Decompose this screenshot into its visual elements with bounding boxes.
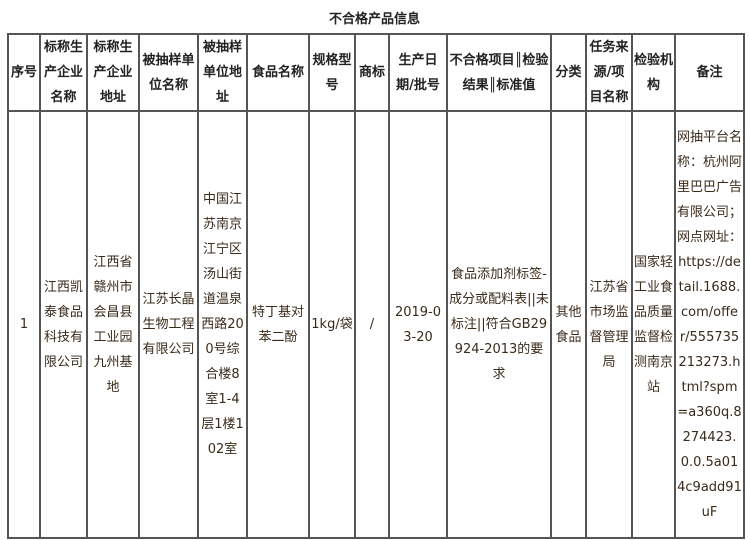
- table-row: 1 江西凯泰食品科技有限公司 江西省赣州市会昌县工业园九州基地 江苏长晶生物工程…: [7, 110, 745, 539]
- header-row: 序号 标称生产企业名称 标称生产企业地址 被抽样单位名称 被抽样单位地址 食品名…: [7, 33, 745, 112]
- nonconforming-products-table: 序号 标称生产企业名称 标称生产企业地址 被抽样单位名称 被抽样单位地址 食品名…: [7, 33, 745, 539]
- header-spec: 规格型号: [308, 33, 356, 112]
- cell-brand: /: [354, 110, 390, 539]
- header-sampled-unit-name: 被抽样单位名称: [138, 33, 199, 112]
- cell-spec: 1kg/袋: [308, 110, 356, 539]
- cell-sampled-unit-address: 中国江苏南京江宁区汤山街道温泉西路200号综合楼8室1-4层1楼102室: [197, 110, 248, 539]
- cell-index: 1: [7, 110, 41, 539]
- header-category: 分类: [550, 33, 587, 112]
- cell-category: 其他食品: [550, 110, 587, 539]
- header-manufacturer-name: 标称生产企业名称: [39, 33, 88, 112]
- header-task-source: 任务来源/项目名称: [585, 33, 633, 112]
- header-brand: 商标: [354, 33, 390, 112]
- header-manufacturer-address: 标称生产企业地址: [86, 33, 140, 112]
- cell-nonconforming-item: 食品添加剂标签-成分或配料表||未标注||符合GB29924-2013的要求: [446, 110, 552, 539]
- cell-food-name: 特丁基对苯二酚: [246, 110, 310, 539]
- cell-inspection-agency: 国家轻工业食品质量监督检测南京站: [631, 110, 676, 539]
- header-food-name: 食品名称: [246, 33, 310, 112]
- cell-remarks: 网抽平台名称：杭州阿里巴巴广告有限公司；网点网址：https://detail.…: [674, 110, 745, 539]
- cell-task-source: 江苏省市场监督管理局: [585, 110, 633, 539]
- header-production-date: 生产日期/批号: [388, 33, 448, 112]
- cell-manufacturer-address: 江西省赣州市会昌县工业园九州基地: [86, 110, 140, 539]
- header-sampled-unit-address: 被抽样单位地址: [197, 33, 248, 112]
- header-nonconforming-item: 不合格项目║检验结果║标准值: [446, 33, 552, 112]
- cell-manufacturer-name: 江西凯泰食品科技有限公司: [39, 110, 88, 539]
- header-inspection-agency: 检验机构: [631, 33, 676, 112]
- cell-sampled-unit-name: 江苏长晶生物工程有限公司: [138, 110, 199, 539]
- table-title: 不合格产品信息: [328, 12, 420, 27]
- cell-production-date: 2019-03-20: [388, 110, 448, 539]
- header-index: 序号: [7, 33, 41, 112]
- header-remarks: 备注: [674, 33, 745, 112]
